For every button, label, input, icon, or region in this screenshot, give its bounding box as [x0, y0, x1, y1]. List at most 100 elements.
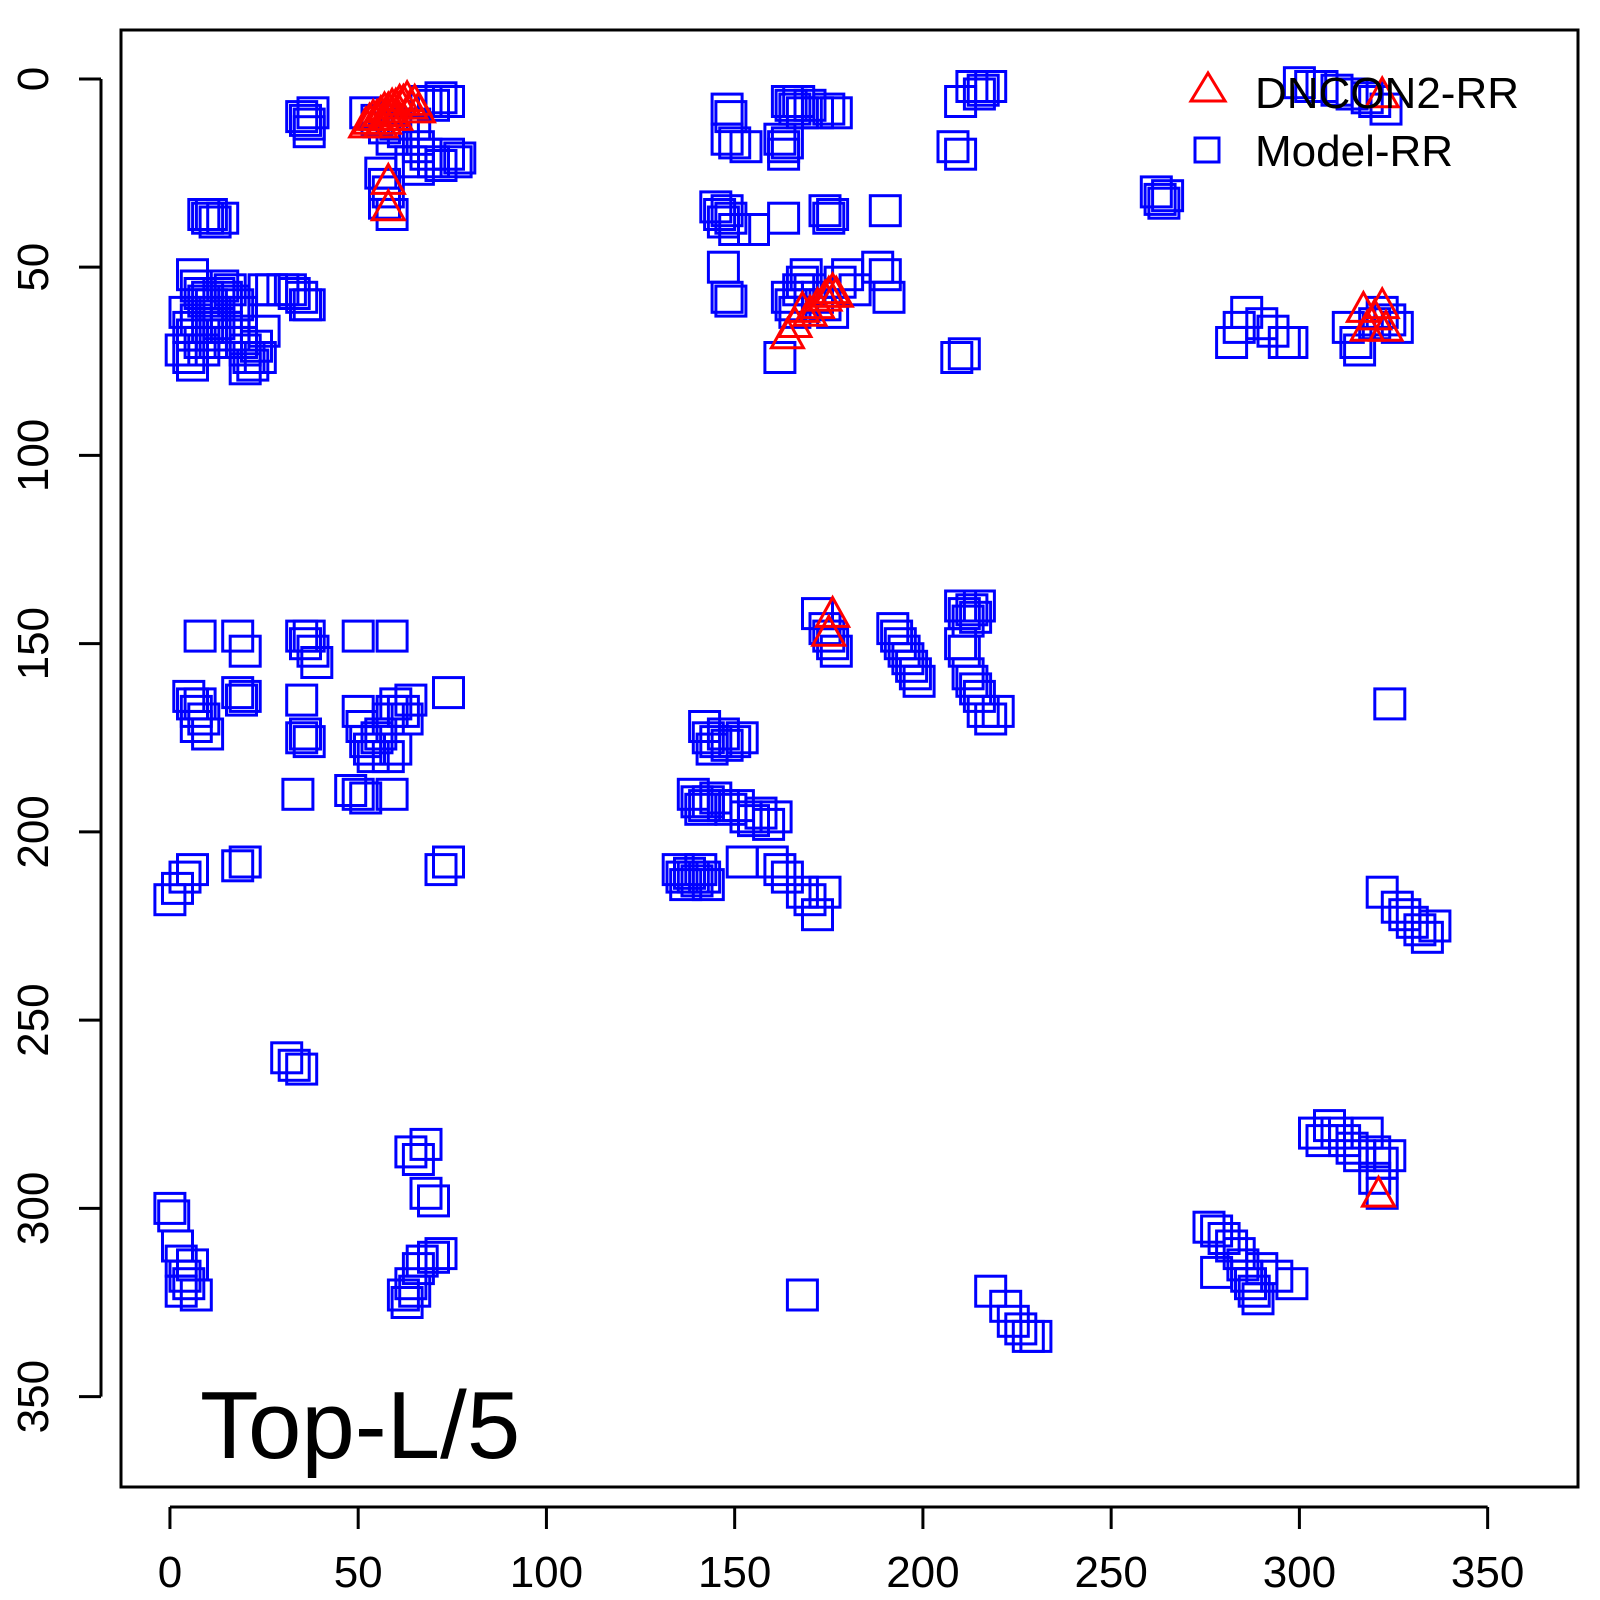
model-rr-point	[706, 717, 740, 751]
model-rr-point	[974, 70, 1008, 103]
model-rr-point	[801, 898, 834, 932]
model-rr-point	[944, 137, 978, 171]
model-rr-point	[872, 280, 906, 314]
model-rr-point	[898, 657, 932, 691]
model-rr-point	[371, 740, 405, 774]
model-rr-point	[808, 875, 842, 909]
model-rr-series	[153, 66, 1452, 1353]
y-tick-label: 100	[9, 419, 58, 492]
model-rr-point	[759, 800, 793, 834]
model-rr-point	[341, 777, 375, 811]
model-rr-point	[706, 250, 740, 284]
model-rr-point	[710, 280, 744, 314]
model-rr-point	[936, 130, 970, 164]
model-rr-point	[1358, 85, 1392, 118]
model-rr-point	[225, 683, 258, 717]
model-rr-point	[379, 732, 413, 766]
model-rr-point	[194, 198, 228, 231]
model-rr-point	[296, 634, 330, 668]
model-rr-point	[812, 201, 846, 235]
model-rr-point	[296, 96, 330, 130]
legend-square-marker	[1193, 136, 1221, 164]
model-rr-point	[962, 589, 996, 623]
dncon2-rr-point	[810, 613, 848, 647]
model-rr-point	[1267, 326, 1301, 359]
plot-frame	[119, 28, 1580, 1489]
model-rr-point	[774, 88, 808, 122]
model-rr-point	[1275, 326, 1309, 359]
y-tick-label: 250	[9, 983, 58, 1056]
legend-label-model-rr: Model-RR	[1255, 127, 1453, 176]
model-rr-point	[1151, 179, 1185, 213]
model-rr-point	[153, 1191, 187, 1225]
model-rr-point	[179, 710, 213, 743]
model-rr-point	[955, 70, 989, 103]
model-rr-point	[812, 92, 846, 126]
model-rr-point	[981, 694, 1015, 728]
x-axis: 0 50 100 150 200 250 300 350	[158, 1505, 1524, 1597]
legend-triangle-marker	[1188, 70, 1228, 103]
dncon2-rr-series	[347, 74, 1405, 1208]
model-rr-point	[1200, 1255, 1234, 1289]
model-rr-point	[752, 807, 786, 841]
model-rr-point	[1256, 314, 1290, 348]
model-rr-point	[432, 676, 465, 710]
model-rr-point	[770, 126, 804, 160]
x-tick-label: 100	[510, 1548, 583, 1597]
legend: DNCON2-RR Model-RR	[1188, 69, 1519, 176]
dncon2-rr-point	[1363, 74, 1401, 109]
model-rr-point	[959, 600, 993, 634]
model-rr-point	[206, 201, 240, 235]
model-rr-point	[1226, 1248, 1260, 1282]
model-rr-point	[729, 130, 763, 164]
chart-annotation: Top-L/5	[200, 1372, 520, 1479]
model-rr-point	[292, 725, 326, 759]
model-rr-point	[424, 81, 458, 115]
model-rr-point	[785, 1278, 819, 1312]
model-rr-point	[710, 194, 744, 228]
model-rr-point	[228, 352, 262, 386]
model-rr-point	[1339, 326, 1373, 359]
y-tick-label: 300	[9, 1172, 58, 1245]
model-rr-point	[375, 619, 409, 653]
model-rr-point	[763, 341, 797, 374]
model-rr-point	[1418, 909, 1452, 943]
model-rr-point	[285, 683, 319, 717]
model-rr-point	[947, 337, 981, 371]
model-rr-point	[424, 853, 458, 887]
model-rr-point	[725, 845, 759, 879]
model-rr-point	[285, 280, 319, 314]
model-rr-point	[221, 849, 255, 883]
y-tick-label: 350	[9, 1360, 58, 1433]
model-rr-point	[725, 721, 759, 755]
x-tick-label: 250	[1074, 1548, 1147, 1597]
y-axis: 0 50 100 150 200 250 300 350	[9, 67, 103, 1433]
model-rr-point	[688, 860, 722, 894]
model-rr-point	[281, 777, 315, 811]
model-rr-point	[819, 634, 853, 668]
model-rr-point	[1275, 1267, 1309, 1301]
model-rr-point	[176, 348, 209, 382]
model-rr-point	[289, 717, 322, 751]
x-tick-label: 300	[1263, 1548, 1336, 1597]
model-rr-point	[164, 1274, 198, 1308]
model-rr-point	[409, 1176, 443, 1210]
dncon2-rr-point	[817, 274, 855, 308]
model-rr-point	[375, 777, 409, 811]
model-rr-point	[417, 1184, 450, 1218]
y-tick-label: 50	[9, 243, 58, 292]
model-rr-point	[349, 781, 383, 815]
dncon2-rr-point	[369, 187, 407, 222]
model-rr-point	[699, 725, 733, 759]
x-tick-label: 200	[886, 1548, 959, 1597]
model-rr-point	[680, 864, 714, 898]
model-rr-point	[767, 201, 801, 235]
model-rr-point	[816, 198, 850, 231]
x-tick-label: 0	[158, 1548, 182, 1597]
model-rr-point	[401, 152, 435, 186]
model-rr-point	[718, 725, 752, 759]
y-tick-label: 200	[9, 795, 58, 868]
model-rr-point	[285, 721, 319, 755]
model-rr-point	[341, 619, 375, 653]
